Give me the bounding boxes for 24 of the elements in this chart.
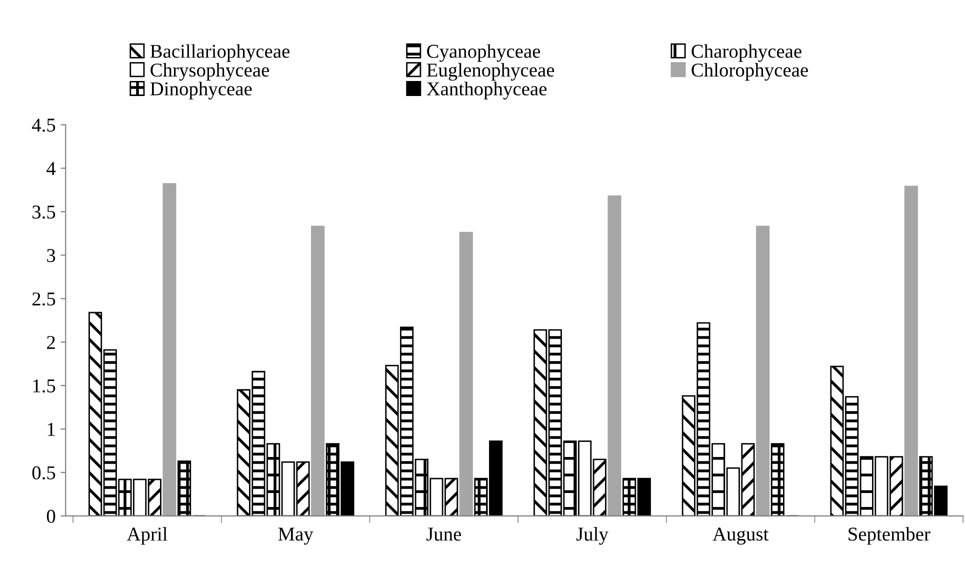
- legend-label: Bacillariophyceae: [150, 44, 290, 62]
- x-tick-label: May: [278, 528, 314, 545]
- x-tick-label: August: [712, 528, 769, 545]
- x-tick-label: April: [126, 527, 168, 545]
- y-tick-label: 2: [47, 336, 55, 349]
- y-tick-label: 3: [47, 249, 56, 262]
- legend-label: Xanthophyceae: [426, 82, 547, 100]
- legend-label: Cyanophyceae: [427, 44, 540, 62]
- x-tick-label: September: [848, 527, 930, 545]
- y-tick-label: 1: [48, 422, 55, 436]
- x-tick-label: July: [576, 527, 608, 545]
- x-tick-label: June: [426, 528, 462, 541]
- y-tick-label: 0.5: [32, 466, 56, 480]
- legend-label: Euglenophyceae: [426, 62, 554, 81]
- y-tick-label: 4.5: [32, 118, 56, 132]
- y-tick-label: 1.5: [33, 379, 56, 393]
- y-tick-label: 3.5: [32, 206, 56, 219]
- legend-label: Charophyceae: [692, 44, 802, 62]
- y-tick-label: 0: [46, 510, 56, 523]
- y-tick-label: 4: [46, 162, 56, 175]
- legend-label: Dinophyceae: [150, 82, 252, 100]
- y-tick-label: 2.5: [32, 292, 56, 306]
- legend-label: Chrysophyceae: [150, 62, 269, 81]
- legend-label: Chlorophyceae: [692, 62, 808, 81]
